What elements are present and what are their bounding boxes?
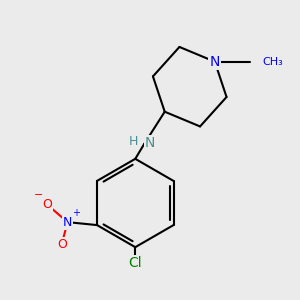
Text: H: H [129, 135, 139, 148]
Text: CH₃: CH₃ [262, 57, 283, 67]
Text: −: − [34, 190, 43, 200]
Text: +: + [72, 208, 80, 218]
Text: O: O [42, 198, 52, 211]
Text: N: N [145, 136, 155, 150]
Text: N: N [210, 55, 220, 69]
Text: Cl: Cl [128, 256, 142, 270]
Text: O: O [57, 238, 67, 251]
Text: N: N [63, 216, 72, 229]
